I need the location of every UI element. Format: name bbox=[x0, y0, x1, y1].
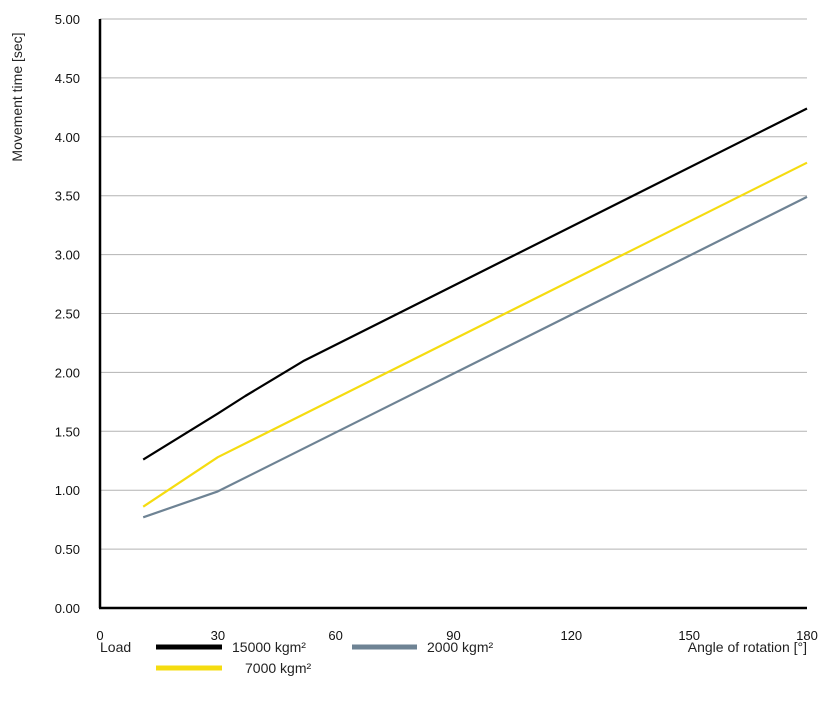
y-tick-label: 3.00 bbox=[55, 248, 80, 263]
series-lines bbox=[142, 107, 808, 519]
y-tick-label: 1.00 bbox=[55, 483, 80, 498]
legend-label-2000: 2000 kgm² bbox=[427, 639, 493, 655]
series-line-2 bbox=[142, 195, 808, 519]
y-tick-label: 4.00 bbox=[55, 130, 80, 145]
y-tick-label: 2.00 bbox=[55, 365, 80, 380]
x-tick-label: 60 bbox=[328, 628, 342, 643]
series-line-0 bbox=[142, 107, 808, 461]
legend-label-7000: 7000 kgm² bbox=[245, 660, 311, 676]
axes bbox=[98, 19, 807, 610]
y-tick-label: 4.50 bbox=[55, 71, 80, 86]
x-tick-label: 90 bbox=[446, 628, 460, 643]
x-tick-label: 30 bbox=[211, 628, 225, 643]
y-tick-label: 3.50 bbox=[55, 189, 80, 204]
y-tick-label: 1.50 bbox=[55, 424, 80, 439]
x-tick-label: 0 bbox=[96, 628, 103, 643]
x-tick-label: 150 bbox=[678, 628, 700, 643]
y-tick-label: 5.00 bbox=[55, 12, 80, 27]
y-tick-label: 0.00 bbox=[55, 601, 80, 616]
y-tick-label: 2.50 bbox=[55, 307, 80, 322]
x-axis-title: Angle of rotation [°] bbox=[688, 639, 807, 655]
x-tick-label: 180 bbox=[796, 628, 818, 643]
gridlines bbox=[100, 18, 807, 550]
legend-title: Load bbox=[100, 639, 131, 655]
legend: Load 15000 kgm² 7000 kgm² 2000 kgm² bbox=[100, 639, 493, 676]
series-line-1 bbox=[142, 161, 808, 508]
y-axis-title: Movement time [sec] bbox=[9, 32, 25, 161]
y-tick-label: 0.50 bbox=[55, 542, 80, 557]
tick-labels: 0.00 0.50 1.00 1.50 2.00 2.50 3.00 3.50 4.00 4.50… bbox=[55, 12, 818, 643]
legend-label-15000: 15000 kgm² bbox=[232, 639, 306, 655]
x-tick-label: 120 bbox=[560, 628, 582, 643]
